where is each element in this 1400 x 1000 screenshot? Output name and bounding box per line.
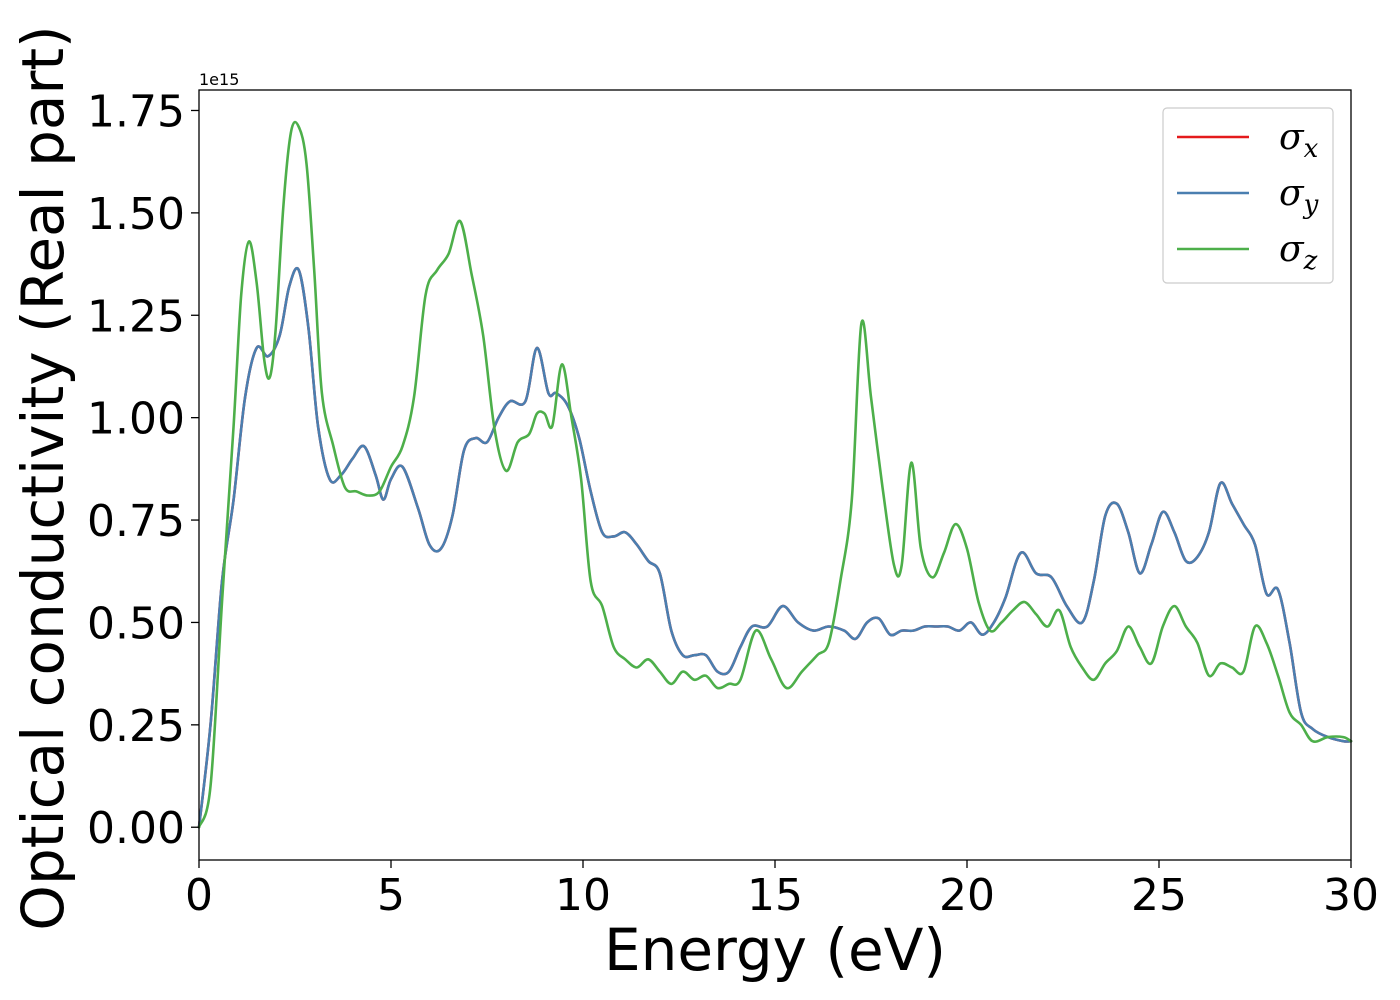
x-tick-label: 25 [1131,870,1187,921]
x-tick-label: 15 [747,870,803,921]
x-axis-title: Energy (eV) [604,916,946,984]
series-line-sigma-y [197,267,1353,829]
x-tick-label: 0 [185,870,213,921]
y-offset-label: 1e15 [199,70,239,89]
x-tick-label: 10 [555,870,611,921]
x-tick-label: 20 [939,870,995,921]
y-tick-label: 1.25 [87,291,185,342]
y-tick-label: 0.75 [87,496,185,547]
y-tick-label: 1.75 [87,86,185,137]
y-tick-label: 0.25 [87,701,185,752]
x-tick-label: 30 [1323,870,1379,921]
y-tick-label: 1.50 [87,189,185,240]
series-line-sigma-z [197,120,1353,829]
y-tick-label: 0.00 [87,803,185,854]
y-axis-title: Optical conductivity (Real part) [9,25,77,930]
y-tick-label: 1.00 [87,394,185,445]
y-axis: 0.00 0.25 0.50 0.75 1.00 1.25 1.50 1.75 [87,86,199,854]
x-axis: 0 5 10 15 20 25 30 [185,860,1379,921]
legend-frame [1162,107,1334,284]
series-layer [197,120,1353,829]
y-tick-label: 0.50 [87,598,185,649]
x-tick-label: 5 [377,870,405,921]
